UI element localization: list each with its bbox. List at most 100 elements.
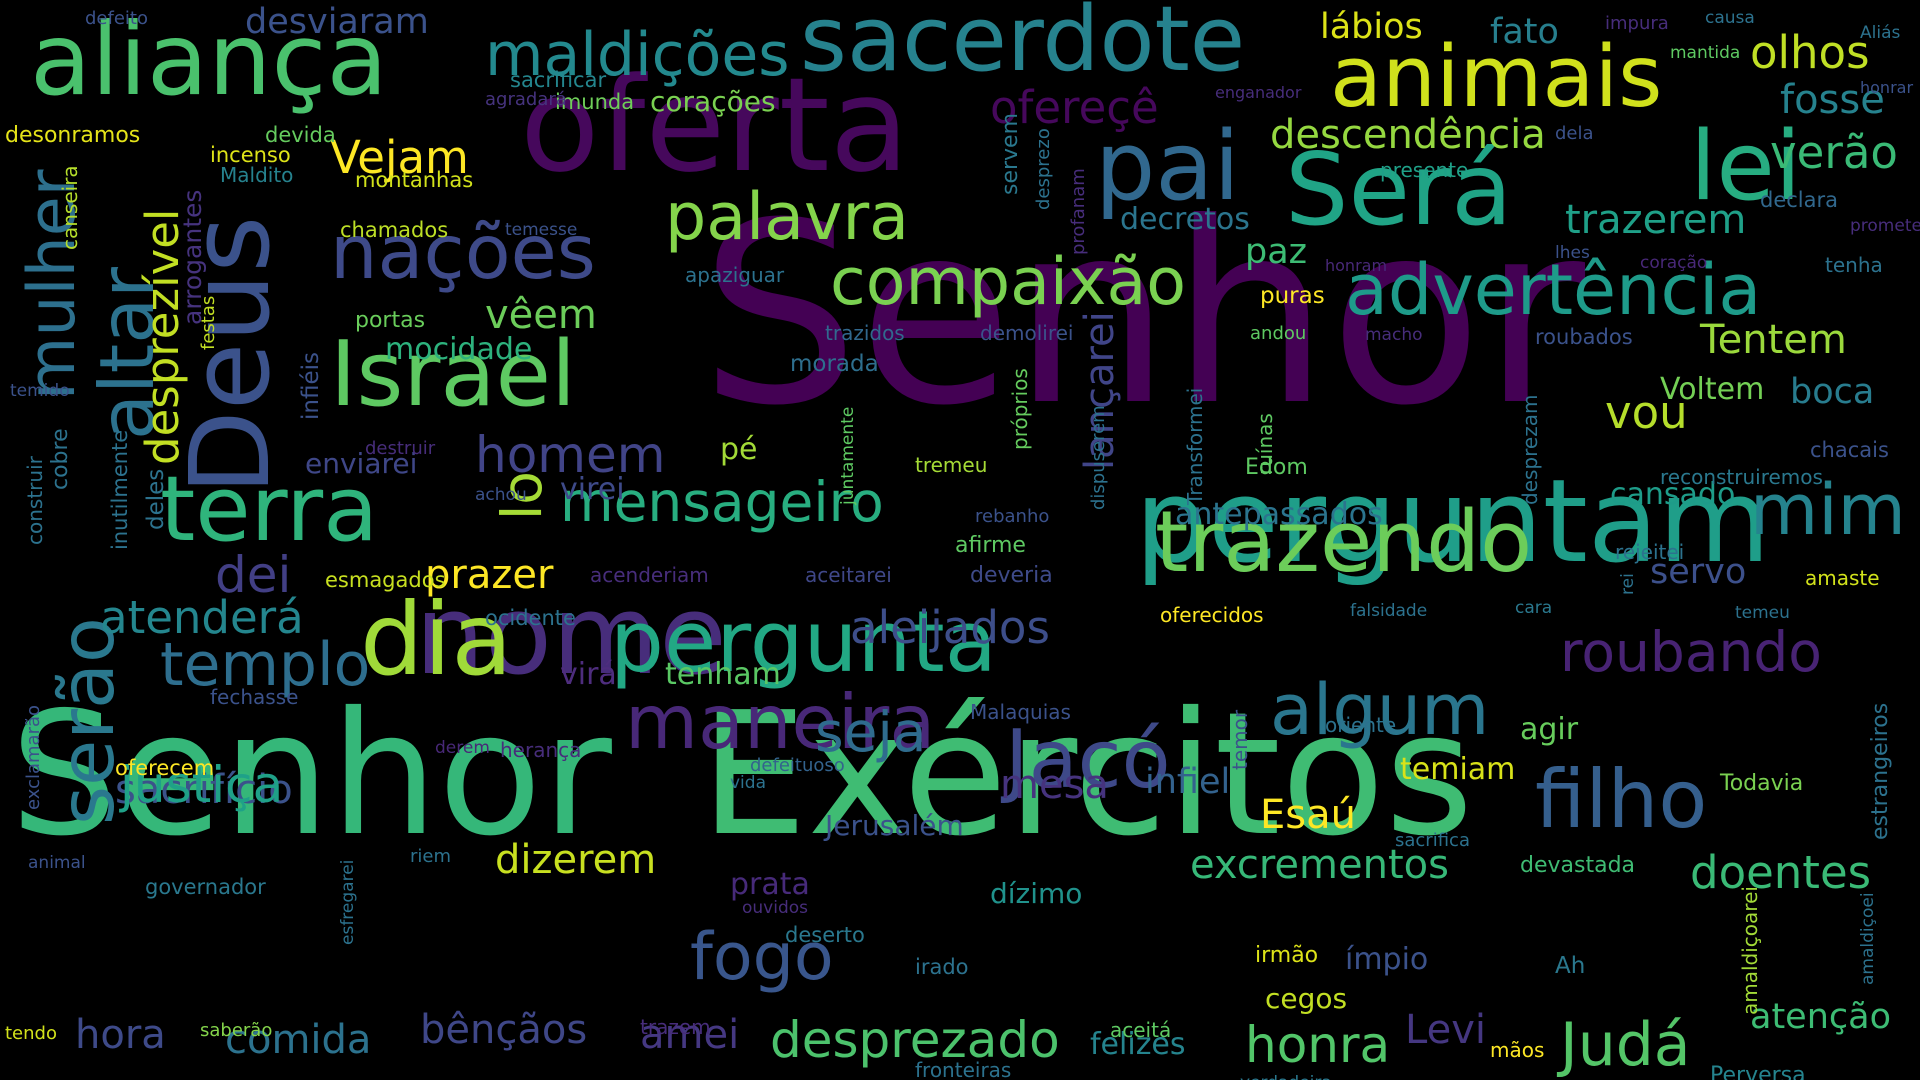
word: pergunta: [610, 593, 997, 692]
word: Jerusalém: [825, 809, 964, 842]
word: animais: [1330, 28, 1663, 127]
word: roubados: [1535, 325, 1633, 349]
word: morada: [790, 351, 879, 377]
word: templo: [160, 630, 371, 700]
word: incenso: [210, 143, 291, 167]
word: impura: [1605, 13, 1669, 34]
word: festas: [198, 295, 219, 350]
word: Perversa: [1710, 1063, 1806, 1080]
word: honram: [1325, 256, 1388, 275]
word: devastada: [1520, 853, 1636, 878]
word: rejeitei: [1615, 540, 1685, 564]
word: corações: [650, 85, 776, 118]
word: trazem: [640, 1015, 711, 1039]
word: prazer: [425, 552, 554, 598]
word: andou: [1250, 323, 1307, 344]
word: excrementos: [1190, 842, 1449, 888]
word: acenderiam: [590, 563, 709, 587]
word: lhes: [1555, 243, 1590, 263]
word: pai: [1095, 112, 1240, 222]
word: vêem: [485, 292, 597, 338]
word: Maldito: [220, 163, 294, 187]
word: macho: [1365, 325, 1423, 345]
word: Judá: [1560, 1010, 1691, 1080]
word: herança: [500, 738, 582, 762]
word: exclamarão: [23, 704, 44, 810]
word: Levi: [1405, 1007, 1486, 1053]
word: Senhor: [700, 169, 1586, 460]
word: irado: [915, 955, 969, 979]
word: reconstruiremos: [1660, 465, 1823, 489]
word: Exércitos: [700, 676, 1474, 874]
word: promete: [1850, 216, 1920, 236]
word: estrangeiros: [1868, 702, 1893, 840]
word: desprezam: [1518, 394, 1542, 505]
word: Transformei: [1183, 387, 1207, 505]
word: enganador: [1215, 83, 1302, 102]
word: virá: [560, 657, 617, 692]
word: atenção: [1750, 997, 1891, 1037]
word: chamados: [340, 218, 449, 242]
word: desviaram: [245, 2, 429, 42]
word: deveria: [970, 563, 1053, 588]
word: apaziguar: [685, 263, 785, 287]
word: olhos: [1750, 26, 1870, 79]
word: ouvidos: [742, 898, 809, 918]
word: dia: [360, 581, 513, 698]
word: presente: [1380, 158, 1469, 182]
word: aceitá: [1110, 1018, 1172, 1042]
word: honra: [1245, 1016, 1391, 1074]
word: Israel: [330, 322, 576, 427]
word: saberão: [200, 1020, 273, 1041]
word: Será: [1285, 131, 1513, 248]
word: filho: [1535, 753, 1708, 846]
word: palavra: [665, 180, 910, 255]
word: mensageiro: [560, 470, 884, 534]
word: Voltem: [1660, 372, 1765, 407]
word: fosse: [1780, 77, 1885, 123]
word: comida: [225, 1017, 372, 1063]
word: Esaú: [1260, 792, 1356, 838]
word: antepassados: [1175, 497, 1383, 532]
word: cara: [1515, 598, 1553, 618]
word: dela: [1555, 123, 1594, 144]
word: sacrifício: [115, 767, 293, 813]
word: achou: [475, 485, 527, 505]
word: defeito: [85, 8, 148, 29]
word: temiam: [1400, 752, 1516, 787]
word: cobre: [48, 428, 73, 490]
word: dízimo: [990, 877, 1083, 910]
word: cansado: [1610, 477, 1736, 512]
word: prata: [730, 867, 810, 902]
word: aliança: [30, 1, 388, 118]
word: amaste: [1805, 566, 1880, 590]
word: Tentem: [1700, 317, 1847, 363]
word: Todavia: [1720, 771, 1804, 796]
word: seja: [815, 700, 927, 764]
word: ocidente: [485, 606, 576, 630]
word: maldições: [485, 20, 790, 90]
word: roubando: [1560, 620, 1822, 684]
word: Vejam: [330, 131, 469, 184]
word: devida: [265, 123, 336, 147]
word: animal: [28, 853, 86, 873]
word: coração: [1640, 253, 1708, 273]
word: aceitarei: [805, 563, 892, 587]
word: vida: [730, 773, 766, 793]
word: amaldiçoarei: [1738, 886, 1762, 1015]
word: fronteiras: [915, 1058, 1012, 1080]
word: infiéis: [298, 352, 324, 420]
word: hora: [75, 1012, 166, 1058]
word: construir: [23, 456, 47, 545]
word: justiça: [120, 756, 284, 814]
word: perguntam: [1135, 455, 1771, 589]
word: rebanho: [975, 506, 1050, 527]
word: declara: [1760, 188, 1839, 212]
word: desprezado: [770, 1011, 1060, 1069]
word: chacais: [1810, 438, 1889, 462]
word: compaixão: [830, 245, 1187, 320]
word: servo: [1650, 552, 1747, 592]
word: trazerem: [1565, 197, 1747, 243]
word: infiel: [1145, 762, 1231, 802]
